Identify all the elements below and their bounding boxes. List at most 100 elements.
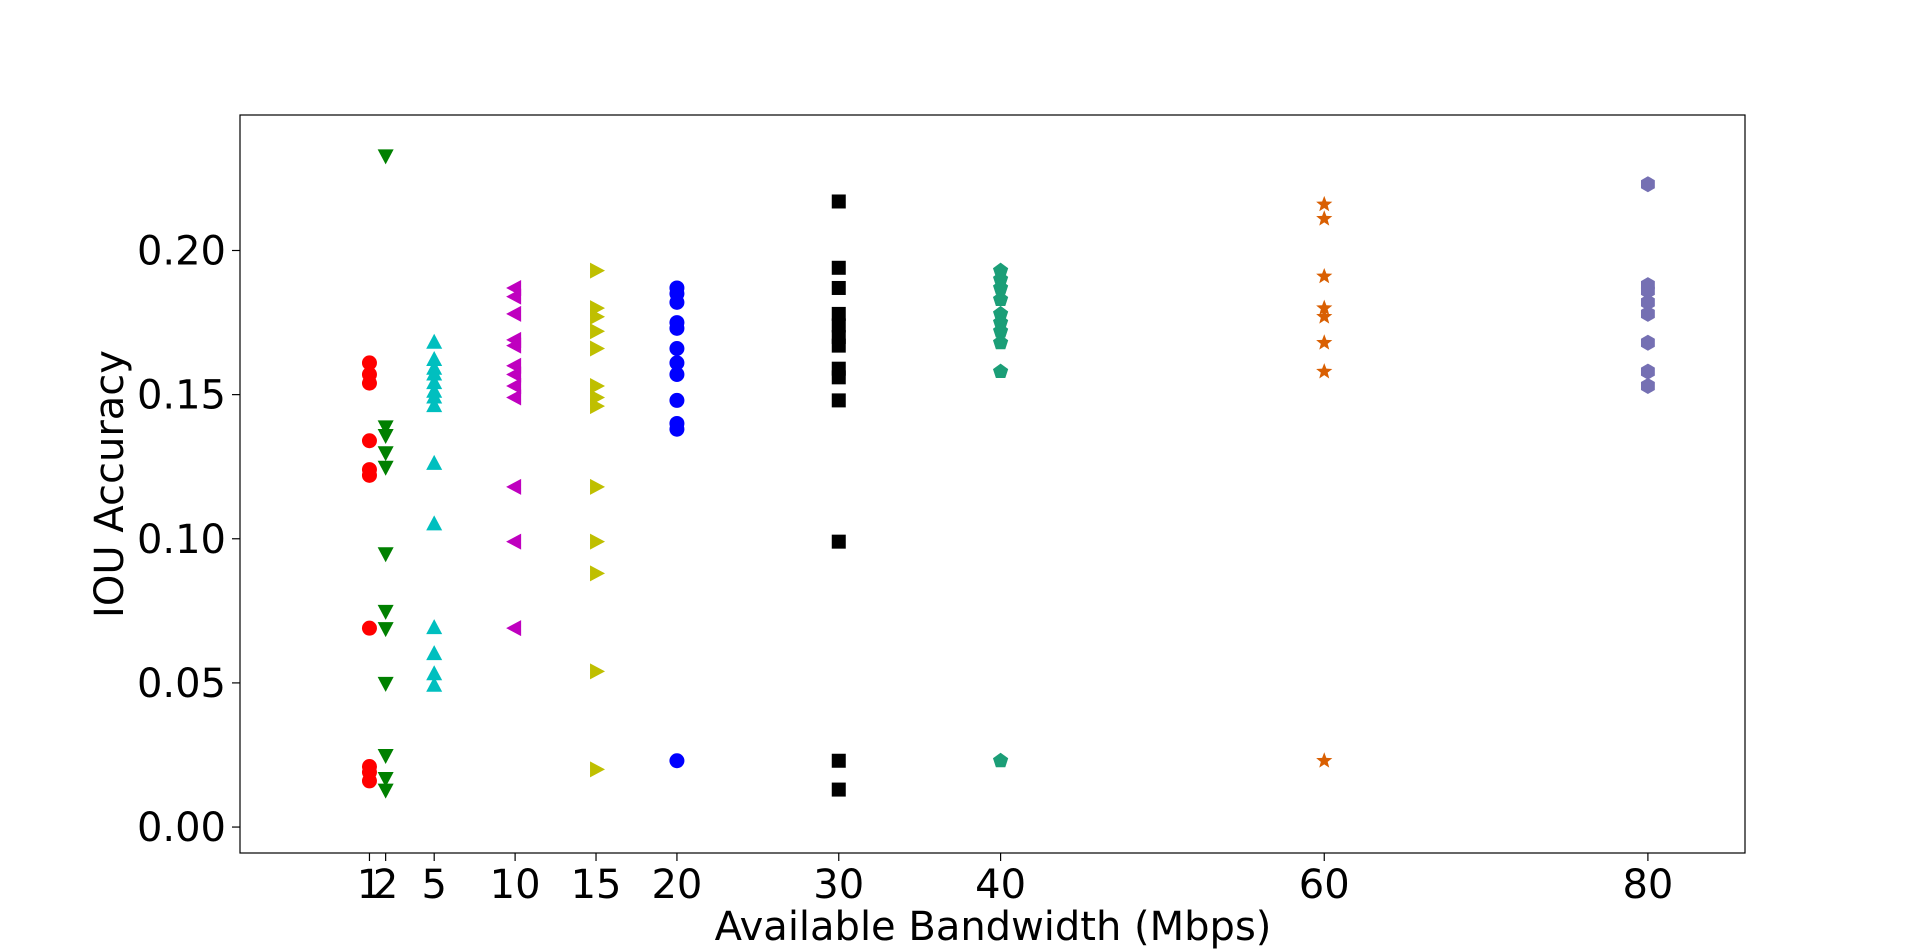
data-point <box>377 622 394 638</box>
data-point <box>669 753 685 769</box>
x-tick-label: 10 <box>490 862 541 908</box>
data-point <box>1640 377 1655 394</box>
data-point <box>831 280 846 295</box>
data-point <box>377 676 394 692</box>
data-point <box>426 365 443 381</box>
data-point <box>831 782 846 797</box>
data-point <box>669 421 685 437</box>
data-point <box>1316 267 1333 284</box>
data-point <box>361 433 377 449</box>
data-point <box>590 663 606 680</box>
data-point <box>426 374 443 390</box>
data-point <box>361 375 377 391</box>
data-point <box>361 620 377 636</box>
series-40-mbps <box>992 262 1009 768</box>
x-axis: 12 5 10 15 20 30 40 60 80 <box>357 853 1673 908</box>
x-tick-label: 2 <box>373 862 398 908</box>
y-tick-label: 0.05 <box>137 661 226 707</box>
data-point <box>426 454 443 470</box>
data-point <box>506 478 522 495</box>
data-point <box>590 478 606 495</box>
x-tick-label: 15 <box>571 862 622 908</box>
data-point <box>426 351 443 367</box>
data-point <box>1640 334 1655 351</box>
data-point <box>377 428 394 444</box>
data-point <box>992 291 1009 306</box>
data-point <box>1640 363 1655 380</box>
data-point <box>831 370 846 385</box>
data-point <box>992 305 1009 321</box>
data-point <box>669 392 685 408</box>
data-point <box>1316 195 1333 212</box>
x-tick-label: 1 <box>357 862 382 908</box>
series-1-mbps <box>361 355 377 789</box>
data-point <box>590 377 606 394</box>
data-point <box>506 389 522 406</box>
series-20-mbps <box>669 280 685 769</box>
data-point <box>506 366 522 383</box>
data-point <box>377 149 394 165</box>
data-point <box>426 388 443 404</box>
data-point <box>992 271 1009 286</box>
data-point <box>992 323 1009 338</box>
y-tick-label: 0.00 <box>137 805 226 851</box>
data-point <box>426 619 443 635</box>
x-tick-label: 60 <box>1299 862 1350 908</box>
data-point <box>831 194 846 209</box>
data-point <box>1640 282 1655 299</box>
data-point <box>669 294 685 310</box>
data-point <box>590 262 606 279</box>
data-point <box>426 333 443 349</box>
data-point <box>506 620 522 637</box>
data-point <box>1316 299 1333 316</box>
data-point <box>831 338 846 353</box>
data-point <box>377 446 394 462</box>
data-point <box>361 355 377 371</box>
data-point <box>669 355 685 371</box>
data-point <box>1316 334 1333 350</box>
data-point <box>590 565 606 582</box>
data-point <box>831 534 846 549</box>
data-point <box>831 393 846 408</box>
data-point <box>377 748 394 764</box>
data-point <box>426 676 443 692</box>
data-point <box>377 547 394 563</box>
data-point <box>377 772 394 788</box>
data-point <box>590 323 606 340</box>
data-point <box>1640 305 1655 322</box>
data-point <box>590 533 606 550</box>
data-point <box>992 279 1009 295</box>
y-axis: 0.00 0.05 0.10 0.15 0.20 <box>137 228 240 851</box>
series-2-mbps <box>377 149 394 799</box>
data-point <box>992 363 1009 379</box>
y-tick-label: 0.10 <box>137 517 226 563</box>
data-point <box>1640 294 1655 311</box>
data-point <box>831 753 846 768</box>
data-point <box>831 260 846 275</box>
data-point <box>506 337 522 354</box>
data-point <box>590 398 606 415</box>
series-5-mbps <box>426 333 443 692</box>
data-point <box>426 397 443 413</box>
x-tick-label: 40 <box>975 862 1026 908</box>
data-point <box>377 604 394 620</box>
data-point <box>1316 308 1333 324</box>
data-point <box>377 783 394 799</box>
data-point <box>590 340 606 357</box>
data-point <box>377 460 394 476</box>
series-30-mbps <box>831 194 846 797</box>
data-point <box>992 334 1009 350</box>
data-point <box>992 314 1009 330</box>
data-point <box>377 420 394 436</box>
series-15-mbps <box>590 262 606 778</box>
y-axis-label: IOU Accuracy <box>87 350 133 618</box>
data-point <box>669 320 685 336</box>
data-point <box>590 761 606 778</box>
data-point <box>506 305 522 322</box>
series-10-mbps <box>506 279 522 637</box>
data-point <box>426 515 443 531</box>
y-tick-label: 0.15 <box>137 373 226 419</box>
data-points <box>361 149 1655 799</box>
data-point <box>992 752 1009 768</box>
